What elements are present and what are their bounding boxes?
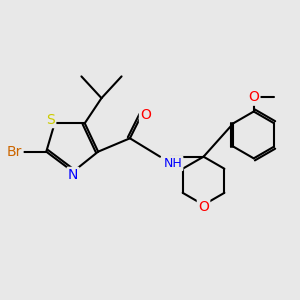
- Text: N: N: [68, 168, 78, 182]
- Text: Br: Br: [7, 145, 22, 159]
- Text: S: S: [46, 113, 55, 127]
- Text: NH: NH: [164, 157, 182, 170]
- Text: O: O: [248, 91, 259, 104]
- Text: O: O: [198, 200, 209, 214]
- Text: O: O: [140, 108, 151, 122]
